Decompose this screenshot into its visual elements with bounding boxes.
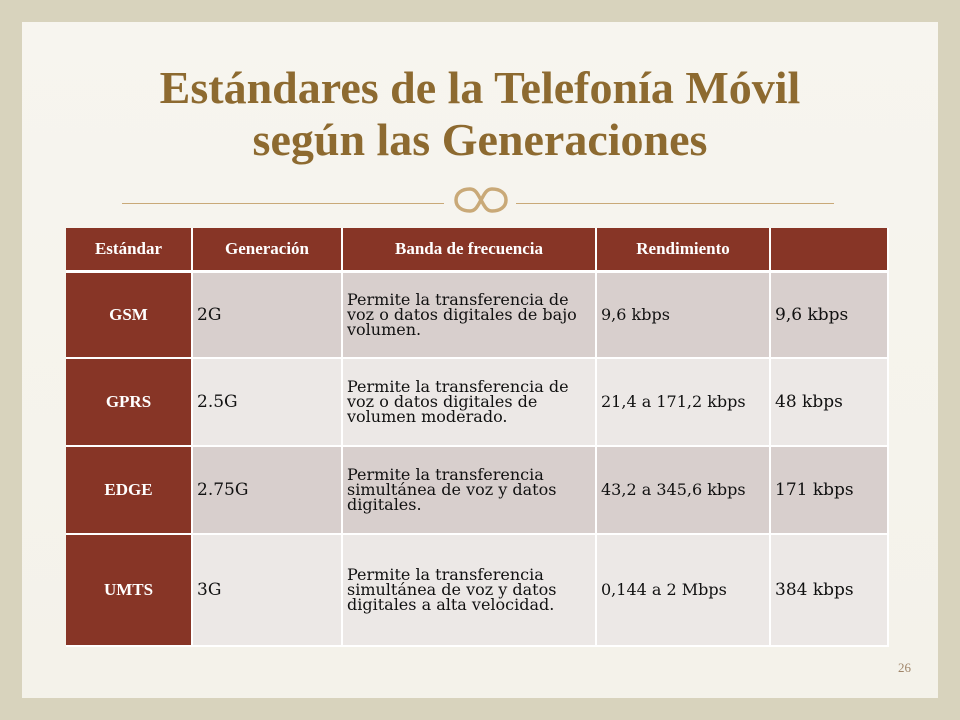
cell-band: Permite la transferencia simultánea de v…	[342, 533, 597, 647]
header-generation: Generación	[192, 228, 343, 273]
page-number: 26	[898, 660, 911, 675]
header-performance: Rendimiento	[596, 228, 771, 273]
cell-generation: 2.5G	[192, 357, 343, 447]
table-row: UMTS 3G Permite la transferencia simultá…	[66, 533, 889, 647]
header-band: Banda de frecuencia	[342, 228, 597, 273]
cell-performance: 0,144 a 2 Mbps	[596, 533, 771, 647]
cell-generation: 3G	[192, 533, 343, 647]
ornament-icon	[454, 187, 508, 213]
cell-performance: 43,2 a 345,6 kbps	[596, 445, 771, 535]
cell-band: Permite la transferencia de voz o datos …	[342, 357, 597, 447]
standards-table: Estándar Generación Banda de frecuencia …	[66, 228, 889, 647]
cell-standard: GPRS	[66, 357, 193, 447]
cell-standard: GSM	[66, 271, 193, 359]
cell-extra: 171 kbps	[770, 445, 889, 535]
table-header-row: Estándar Generación Banda de frecuencia …	[66, 228, 889, 273]
divider-left	[122, 203, 444, 204]
divider-right	[516, 203, 834, 204]
title-line-2: según las Generaciones	[252, 114, 708, 165]
cell-performance: 21,4 a 171,2 kbps	[596, 357, 771, 447]
title-line-1: Estándares de la Telefonía Móvil	[159, 62, 801, 113]
table-row: EDGE 2.75G Permite la transferencia simu…	[66, 445, 889, 535]
cell-band: Permite la transferencia de voz o datos …	[342, 271, 597, 359]
header-extra	[770, 228, 889, 273]
table-row: GPRS 2.5G Permite la transferencia de vo…	[66, 357, 889, 447]
slide-title: Estándares de la Telefonía Móvil según l…	[0, 62, 960, 166]
cell-generation: 2G	[192, 271, 343, 359]
cell-extra: 48 kbps	[770, 357, 889, 447]
header-standard: Estándar	[66, 228, 193, 273]
cell-extra: 9,6 kbps	[770, 271, 889, 359]
cell-extra: 384 kbps	[770, 533, 889, 647]
cell-standard: UMTS	[66, 533, 193, 647]
cell-band: Permite la transferencia simultánea de v…	[342, 445, 597, 535]
cell-standard: EDGE	[66, 445, 193, 535]
table-row: GSM 2G Permite la transferencia de voz o…	[66, 271, 889, 359]
cell-generation: 2.75G	[192, 445, 343, 535]
cell-performance: 9,6 kbps	[596, 271, 771, 359]
